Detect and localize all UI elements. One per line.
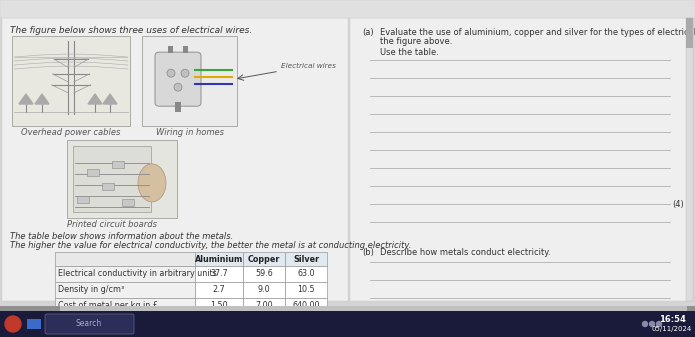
Text: The higher the value for electrical conductivity, the better the metal is at con: The higher the value for electrical cond… (10, 241, 411, 250)
Circle shape (174, 83, 182, 91)
Bar (285, 298, 327, 314)
Bar (285, 266, 327, 282)
Bar (112, 161, 124, 168)
Bar (102, 183, 114, 190)
Bar (243, 252, 285, 266)
FancyBboxPatch shape (155, 52, 201, 106)
Circle shape (167, 69, 175, 77)
Text: 37.7: 37.7 (210, 270, 228, 278)
Bar (27, 319, 41, 329)
Circle shape (657, 321, 662, 327)
Text: the figure above.: the figure above. (380, 37, 452, 46)
Bar (55, 282, 195, 298)
Bar (2, 18, 348, 301)
Text: Copper: Copper (248, 254, 280, 264)
Circle shape (5, 316, 21, 332)
Text: Density in g/cm³: Density in g/cm³ (58, 285, 124, 295)
FancyBboxPatch shape (45, 314, 134, 334)
Text: Printed circuit boards: Printed circuit boards (67, 220, 157, 229)
Text: Wiring in homes: Wiring in homes (156, 128, 224, 137)
Text: Silver: Silver (293, 254, 319, 264)
Text: 16:54: 16:54 (659, 314, 685, 324)
Ellipse shape (138, 164, 166, 202)
Bar (195, 266, 243, 282)
Text: 59.6: 59.6 (255, 270, 273, 278)
Bar (142, 36, 237, 126)
Text: Describe how metals conduct electricity.: Describe how metals conduct electricity. (380, 248, 550, 257)
Text: Electrical wires: Electrical wires (281, 63, 336, 69)
Bar (77, 196, 89, 203)
Circle shape (650, 321, 655, 327)
Text: (b): (b) (362, 248, 374, 257)
Text: Search: Search (76, 319, 102, 329)
Text: 63.0: 63.0 (297, 270, 315, 278)
Text: 640.00: 640.00 (293, 302, 320, 310)
Bar (285, 282, 327, 298)
Text: Aluminium: Aluminium (195, 254, 243, 264)
Text: Evaluate the use of aluminium, copper and silver for the types of electrical wir: Evaluate the use of aluminium, copper an… (380, 28, 695, 37)
Bar (243, 266, 285, 282)
Text: The figure below shows three uses of electrical wires.: The figure below shows three uses of ele… (10, 26, 252, 35)
Bar (168, 46, 173, 53)
Polygon shape (19, 94, 33, 104)
Bar (175, 102, 181, 112)
Text: Overhead power cables: Overhead power cables (22, 128, 121, 137)
Text: Cost of metal per kg in £: Cost of metal per kg in £ (58, 302, 158, 310)
Bar (0, 306, 695, 311)
Text: 05/11/2024: 05/11/2024 (652, 326, 692, 332)
Bar (243, 282, 285, 298)
Polygon shape (103, 94, 117, 104)
Bar (350, 18, 688, 301)
Bar (195, 252, 243, 266)
Bar (73, 146, 151, 212)
Text: 9.0: 9.0 (258, 285, 270, 295)
Bar (0, 306, 60, 311)
Text: 7.00: 7.00 (255, 302, 273, 310)
Bar (55, 266, 195, 282)
Bar (67, 140, 177, 218)
Text: 10.5: 10.5 (297, 285, 315, 295)
Bar (55, 252, 195, 266)
Text: 2.7: 2.7 (213, 285, 225, 295)
Bar (285, 252, 327, 266)
Text: Use the table.: Use the table. (380, 48, 439, 57)
Circle shape (642, 321, 648, 327)
Bar (686, 18, 693, 48)
Bar (183, 46, 188, 53)
Bar (0, 0, 695, 18)
Bar (122, 199, 134, 206)
Text: Electrical conductivity in arbitrary units: Electrical conductivity in arbitrary uni… (58, 270, 217, 278)
Bar (686, 18, 693, 301)
Polygon shape (88, 94, 102, 104)
Bar (12, 36, 130, 126)
Bar (687, 306, 695, 311)
Bar (243, 298, 285, 314)
Text: 1.50: 1.50 (210, 302, 228, 310)
Bar (87, 169, 99, 176)
Text: (4): (4) (672, 200, 684, 209)
Bar (55, 298, 195, 314)
Text: The table below shows information about the metals.: The table below shows information about … (10, 232, 234, 241)
Bar (195, 282, 243, 298)
Bar (195, 298, 243, 314)
Bar (0, 311, 695, 337)
Text: (a): (a) (362, 28, 374, 37)
Polygon shape (35, 94, 49, 104)
Circle shape (181, 69, 189, 77)
